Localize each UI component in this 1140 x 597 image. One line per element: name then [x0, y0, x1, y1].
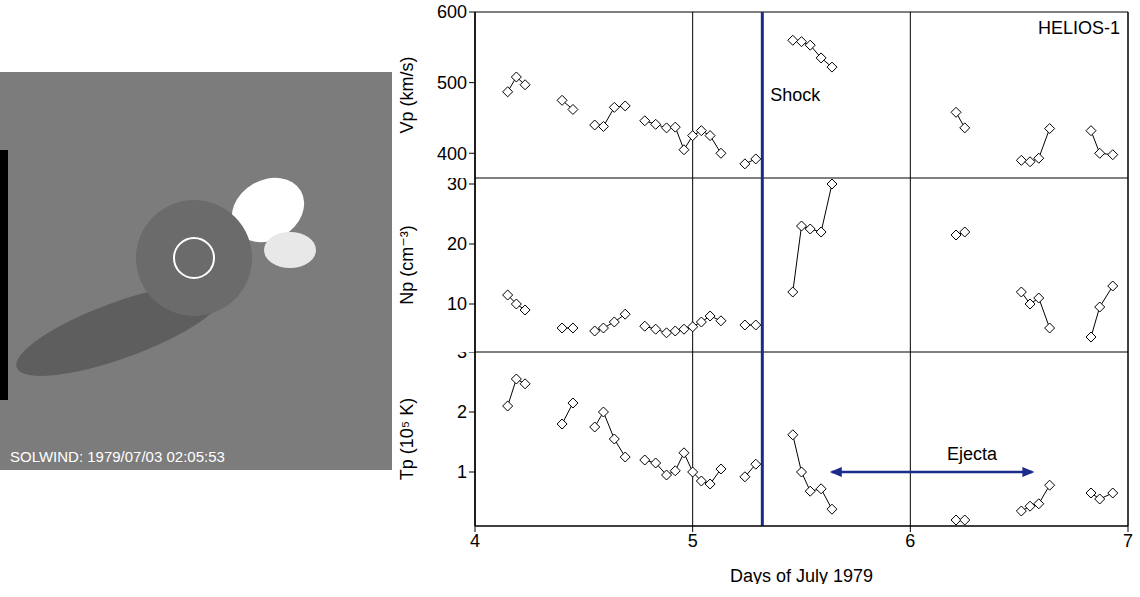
svg-text:20: 20 — [447, 234, 467, 254]
svg-text:5: 5 — [688, 531, 698, 551]
svg-text:Shock: Shock — [770, 85, 821, 105]
svg-text:6: 6 — [905, 531, 915, 551]
svg-text:30: 30 — [447, 178, 467, 194]
html-text:HELIOS-1: HELIOS-1 — [1038, 18, 1120, 38]
svg-text:500: 500 — [437, 73, 467, 93]
svg-text:600: 600 — [437, 2, 467, 22]
svg-text:Days of July 1979: Days of July 1979 — [730, 566, 873, 584]
svg-text:Vp (km/s): Vp (km/s) — [397, 56, 417, 133]
svg-text:Ejecta: Ejecta — [947, 444, 998, 464]
svg-text:Tp (10⁵ K): Tp (10⁵ K) — [397, 398, 417, 481]
svg-text:4: 4 — [470, 531, 480, 551]
svg-text:2: 2 — [457, 402, 467, 422]
svg-text:3: 3 — [457, 352, 467, 362]
svg-text:SOLWIND: 1979/07/03 02:05:53: SOLWIND: 1979/07/03 02:05:53 — [10, 448, 225, 465]
svg-text:Np (cm⁻³): Np (cm⁻³) — [397, 225, 417, 305]
svg-text:7: 7 — [1123, 531, 1133, 551]
svg-text:400: 400 — [437, 144, 467, 164]
svg-text:10: 10 — [447, 294, 467, 314]
svg-text:1: 1 — [457, 462, 467, 482]
